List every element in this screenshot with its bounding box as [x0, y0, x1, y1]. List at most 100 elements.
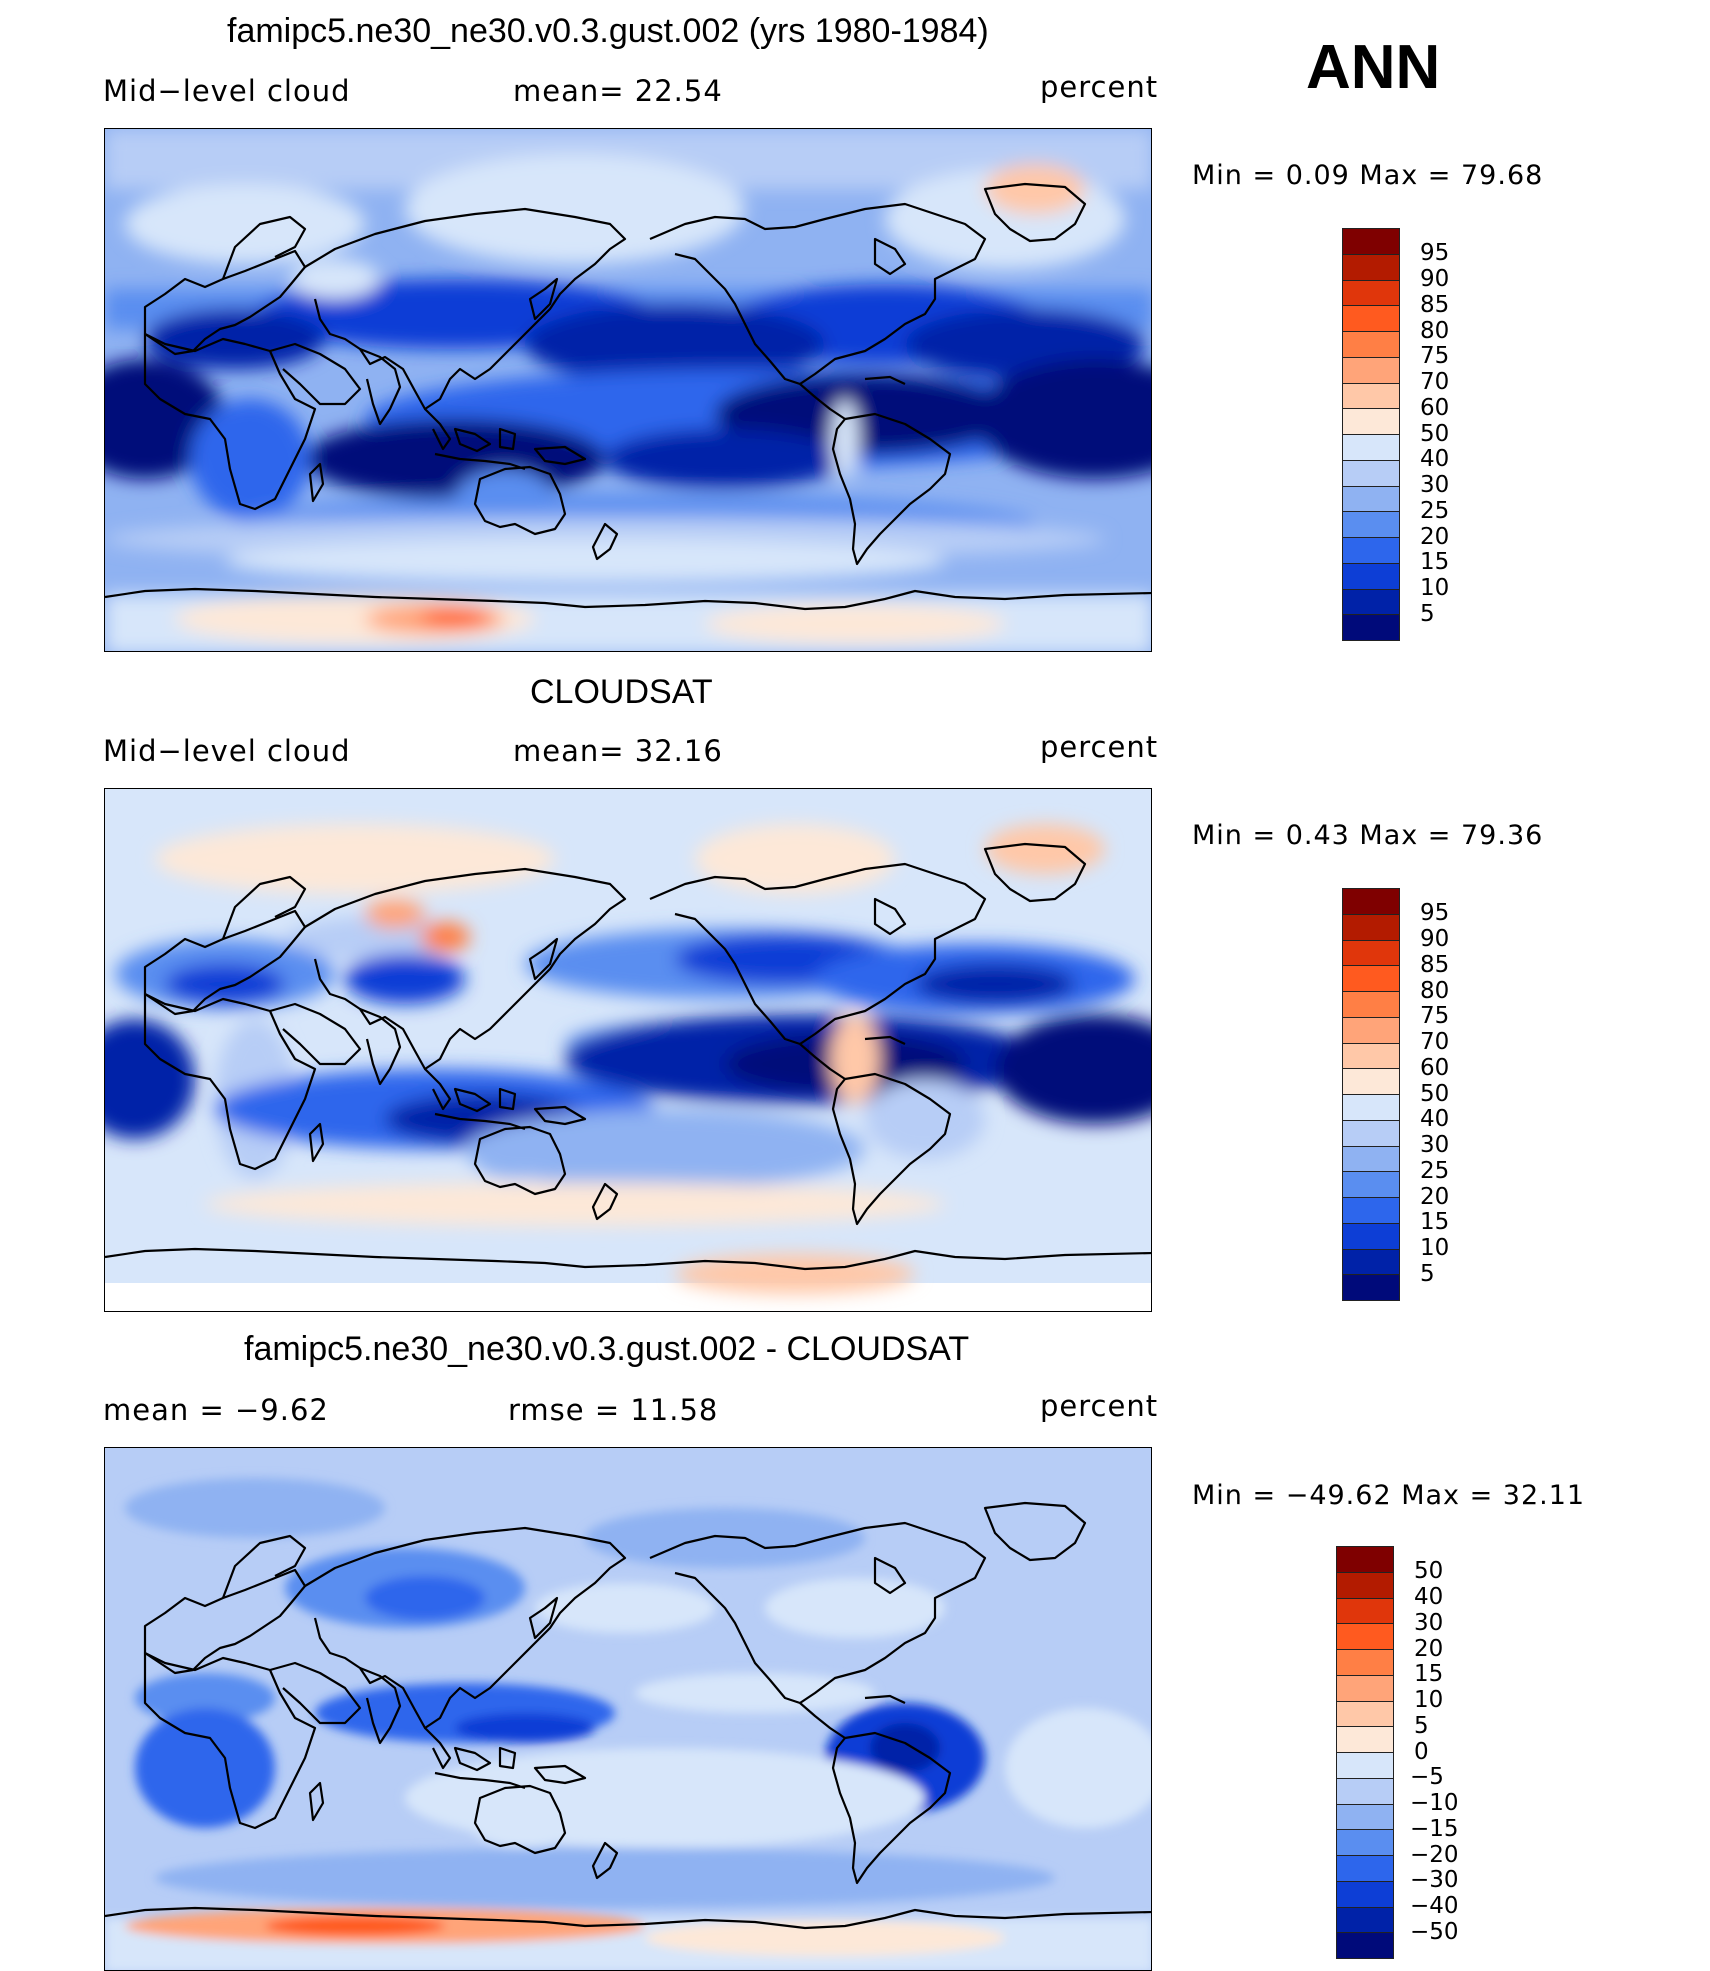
panel1-minmax: Min = 0.09 Max = 79.68 — [1192, 160, 1544, 191]
panel3-colorbar-swatch — [1336, 1623, 1394, 1650]
panel3-colorbar-swatch — [1336, 1932, 1394, 1959]
panel3-colorbar-tick-label: −20 — [1410, 1841, 1459, 1868]
panel1-colorbar: 95 90 85 80 75 70 60 50 40 30 25 20 15 10 5 — [1342, 228, 1472, 644]
panel3-units-label: percent — [1040, 1389, 1159, 1423]
panel3-colorbar-tick-label: 20 — [1414, 1635, 1444, 1662]
panel2-colorbar: 95 90 85 80 75 70 60 50 40 30 25 20 15 10 5 — [1342, 888, 1472, 1304]
panel3-minmax: Min = −49.62 Max = 32.11 — [1192, 1480, 1586, 1511]
panel3-colorbar-tick-label: 30 — [1414, 1609, 1444, 1636]
panel3-colorbar-swatch — [1336, 1546, 1394, 1573]
panel1-colorbar-swatch — [1342, 588, 1400, 616]
panel2-minmax: Min = 0.43 Max = 79.36 — [1192, 820, 1544, 851]
panel3-mean-label: mean = −9.62 — [103, 1393, 329, 1427]
panel1-colorbar-swatch — [1342, 434, 1400, 461]
panel2-colorbar-tick-label: 5 — [1420, 1260, 1435, 1287]
panel3-colorbar-tick-label: −50 — [1410, 1918, 1459, 1945]
panel1-colorbar-swatch — [1342, 562, 1400, 590]
panel1-colorbar-tick-label: 20 — [1420, 523, 1450, 550]
panel3-map — [104, 1447, 1152, 1971]
panel2-colorbar-tick-label: 40 — [1420, 1106, 1450, 1133]
panel2-colorbar-tick-label: 95 — [1420, 900, 1450, 927]
panel3-colorbar-tick-label: 50 — [1414, 1558, 1444, 1585]
panel1-colorbar-swatch — [1342, 459, 1400, 487]
panel1-colorbar-swatch — [1342, 228, 1400, 255]
panel3-colorbar-tick-label: 15 — [1414, 1661, 1444, 1688]
panel3-rmse-label: rmse = 11.58 — [508, 1393, 719, 1427]
panel2-units-label: percent — [1040, 730, 1159, 764]
panel1-colorbar-tick-label: 85 — [1420, 291, 1450, 318]
panel3-colorbar-tick-label: −5 — [1410, 1764, 1444, 1791]
panel2-colorbar-swatch — [1342, 939, 1400, 967]
panel1-colorbar-tick-label: 30 — [1420, 472, 1450, 498]
panel2-colorbar-swatch — [1342, 991, 1400, 1018]
panel2-colorbar-swatch — [1342, 1042, 1400, 1070]
panel2-colorbar-swatch — [1342, 888, 1400, 915]
panel1-colorbar-swatch — [1342, 253, 1400, 281]
panel1-colorbar-swatch — [1342, 305, 1400, 332]
panel1-colorbar-tick-label: 10 — [1420, 575, 1450, 601]
panel2-colorbar-tick-label: 85 — [1420, 951, 1450, 978]
panel1-colorbar-swatch — [1342, 279, 1400, 307]
panel3-colorbar-swatch — [1336, 1674, 1394, 1702]
panel3-colorbar-tick-label: 0 — [1414, 1738, 1429, 1765]
panel2-colorbar-swatch — [1342, 1171, 1400, 1198]
panel1-colorbar-swatch — [1342, 537, 1400, 564]
panel2-colorbar-tick-label: 15 — [1420, 1209, 1450, 1236]
panel2-colorbar-tick-label: 20 — [1420, 1183, 1450, 1210]
panel3-title: famipc5.ne30_ne30.v0.3.gust.002 - CLOUDS… — [244, 1330, 970, 1368]
panel3-colorbar-tick-label: −40 — [1410, 1893, 1459, 1919]
panel3-colorbar-swatch — [1336, 1597, 1394, 1625]
panel1-units-label: percent — [1040, 70, 1159, 104]
panel3-colorbar-tick-label: −30 — [1410, 1867, 1459, 1894]
panel3-colorbar-swatch — [1336, 1571, 1394, 1599]
panel3-colorbar: 50 40 30 20 15 10 5 0 −5 −10 −15 −20 −30 −40 −50 — [1336, 1546, 1466, 1962]
panel2-title: CLOUDSAT — [530, 673, 713, 711]
panel2-colorbar-swatch — [1342, 1094, 1400, 1121]
panel1-colorbar-swatch — [1342, 356, 1400, 384]
panel2-colorbar-tick-label: 60 — [1420, 1054, 1450, 1081]
panel2-colorbar-swatch — [1342, 1274, 1400, 1301]
panel1-colorbar-swatch — [1342, 614, 1400, 641]
panel1-colorbar-tick-label: 90 — [1420, 266, 1450, 292]
panel1-variable-label: Mid−level cloud — [103, 74, 351, 108]
panel3-colorbar-swatch — [1336, 1803, 1394, 1831]
panel1-mean-label: mean= 22.54 — [513, 74, 723, 108]
panel1-colorbar-tick-label: 40 — [1420, 446, 1450, 473]
panel3-colorbar-tick-label: 5 — [1414, 1712, 1429, 1739]
panel3-colorbar-swatch — [1336, 1855, 1394, 1882]
panel2-colorbar-tick-label: 50 — [1420, 1080, 1450, 1107]
panel2-variable-label: Mid−level cloud — [103, 734, 351, 768]
panel1-colorbar-swatch — [1342, 485, 1400, 513]
panel2-colorbar-swatch — [1342, 965, 1400, 992]
panel2-colorbar-tick-label: 25 — [1420, 1157, 1450, 1184]
panel3-colorbar-tick-label: 10 — [1414, 1687, 1444, 1713]
panel3-colorbar-swatch — [1336, 1649, 1394, 1676]
panel2-colorbar-tick-label: 70 — [1420, 1029, 1450, 1055]
panel3-colorbar-tick-label: −10 — [1410, 1790, 1459, 1816]
panel2-colorbar-swatch — [1342, 1068, 1400, 1095]
panel3-colorbar-tick-label: 40 — [1414, 1584, 1444, 1610]
panel2-colorbar-swatch — [1342, 1222, 1400, 1250]
panel1-colorbar-swatch — [1342, 511, 1400, 538]
panel3-colorbar-swatch — [1336, 1700, 1394, 1728]
panel2-colorbar-swatch — [1342, 913, 1400, 941]
panel1-colorbar-tick-label: 50 — [1420, 420, 1450, 447]
panel2-colorbar-tick-label: 80 — [1420, 977, 1450, 1004]
panel2-mean-label: mean= 32.16 — [513, 734, 723, 768]
panel2-colorbar-swatch — [1342, 1197, 1400, 1224]
panel3-colorbar-swatch — [1336, 1906, 1394, 1934]
panel1-colorbar-swatch — [1342, 331, 1400, 358]
panel2-colorbar-tick-label: 30 — [1420, 1132, 1450, 1158]
panel1-colorbar-tick-label: 25 — [1420, 497, 1450, 524]
panel2-colorbar-swatch — [1342, 1016, 1400, 1044]
panel1-colorbar-tick-label: 60 — [1420, 394, 1450, 421]
panel1-colorbar-tick-label: 70 — [1420, 369, 1450, 395]
panel1-title: famipc5.ne30_ne30.v0.3.gust.002 (yrs 198… — [227, 12, 989, 50]
panel3-colorbar-swatch — [1336, 1752, 1394, 1779]
panel1-map — [104, 128, 1152, 652]
panel2-colorbar-swatch — [1342, 1145, 1400, 1173]
panel1-colorbar-tick-label: 95 — [1420, 240, 1450, 267]
panel2-colorbar-tick-label: 90 — [1420, 926, 1450, 952]
panel3-colorbar-swatch — [1336, 1726, 1394, 1753]
panel3-colorbar-swatch — [1336, 1880, 1394, 1908]
